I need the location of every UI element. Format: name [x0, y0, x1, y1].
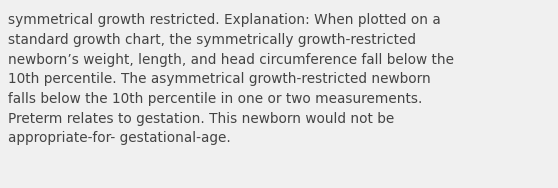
Text: symmetrical growth restricted. Explanation: When plotted on a
standard growth ch: symmetrical growth restricted. Explanati…	[8, 13, 454, 146]
